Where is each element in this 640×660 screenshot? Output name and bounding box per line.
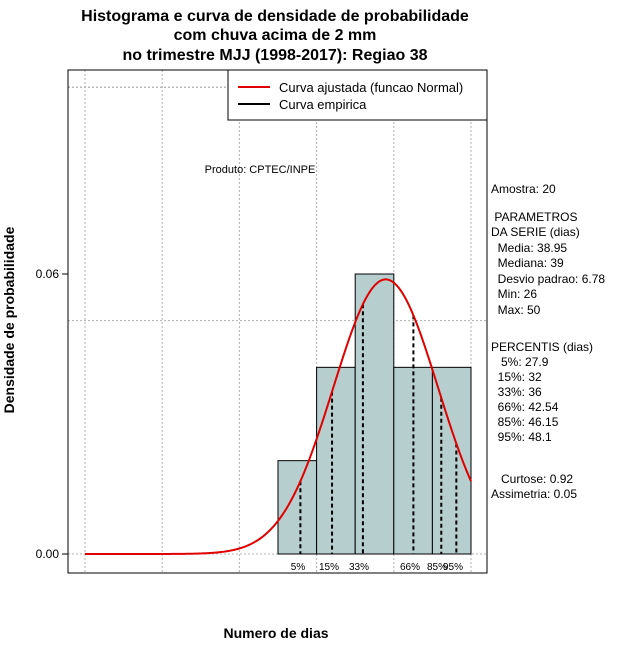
stat-min: Min: 26 — [491, 287, 538, 301]
skewness: Assimetria: 0.05 — [491, 487, 578, 501]
chart-title-line-2: com chuva acima de 2 mm — [174, 27, 377, 44]
normal-curve — [85, 278, 472, 555]
chart-title-line-1: Histograma e curva de densidade de proba… — [81, 8, 469, 25]
y-axis: 0.00 0.06 — [36, 267, 68, 561]
product-annotation: Produto: CPTEC/INPE — [205, 164, 316, 176]
sample-size: Amostra: 20 — [491, 182, 556, 196]
histogram-bar — [393, 366, 433, 555]
legend-label: Curva empirica — [279, 97, 367, 112]
histogram-bar — [316, 366, 356, 555]
params-title-2: DA SERIE (dias) — [491, 225, 580, 239]
pctl-66: 66%: 42.54 — [491, 400, 559, 414]
legend-box — [227, 69, 488, 121]
percentile-label: 33% — [349, 562, 369, 573]
pctl-95: 95%: 48.1 — [491, 430, 552, 444]
chart-title-line-3: no trimestre MJJ (1998-2017): Regiao 38 — [122, 47, 427, 64]
legend: Curva ajustada (funcao Normal) Curva empi… — [227, 69, 488, 121]
y-tick-label: 0.00 — [36, 547, 60, 561]
pctl-15: 15%: 32 — [491, 370, 542, 384]
percentile-label: 95% — [443, 562, 463, 573]
stat-media: Media: 38.95 — [491, 241, 568, 255]
percentile-label: 85% — [427, 562, 447, 573]
params-title-1: PARAMETROS — [491, 210, 578, 224]
histogram-bar — [354, 273, 395, 555]
stat-max: Max: 50 — [491, 303, 541, 317]
histogram-bar — [431, 366, 472, 555]
y-axis-title: Densidade de probabilidade — [1, 226, 17, 413]
percentile-label: 66% — [400, 562, 420, 573]
x-axis-title: Numero de dias — [223, 625, 328, 641]
stat-desvio: Desvio padrao: 6.78 — [491, 272, 606, 286]
chart-title: Histograma e curva de densidade de proba… — [81, 8, 469, 64]
percentile-label: 15% — [319, 562, 339, 573]
percentis-title: PERCENTIS (dias) — [491, 340, 594, 354]
percentile-label: 5% — [291, 562, 306, 573]
pctl-33: 33%: 36 — [491, 385, 542, 399]
percentile-markers: 5% 15% 33% 66% 85%95% — [291, 304, 463, 573]
pctl-5: 5%: 27.9 — [491, 355, 549, 369]
histogram-bars — [277, 273, 472, 555]
y-tick-label: 0.06 — [36, 267, 60, 281]
stat-mediana: Mediana: 39 — [491, 256, 564, 270]
histogram-bar — [277, 460, 318, 555]
kurtosis: Curtose: 0.92 — [491, 472, 574, 486]
pctl-85: 85%: 46.15 — [491, 415, 559, 429]
legend-label: Curva ajustada (funcao Normal) — [279, 80, 463, 95]
